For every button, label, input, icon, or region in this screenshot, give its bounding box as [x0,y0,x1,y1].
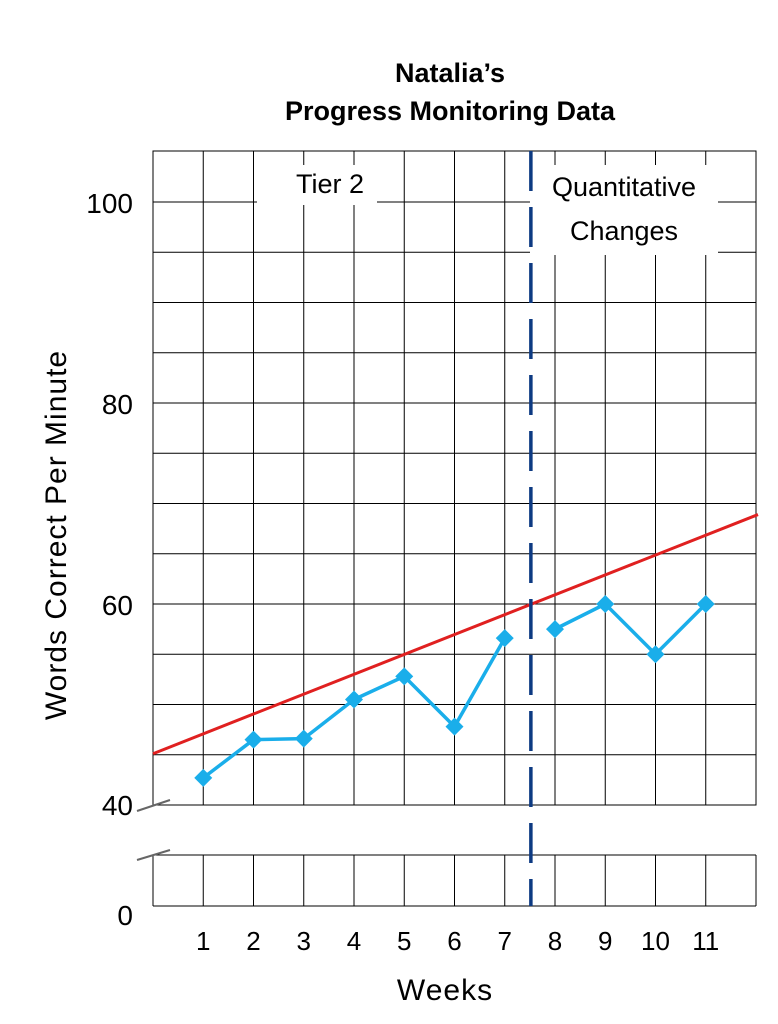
phase-label-quantitative: Quantitative [552,172,696,202]
x-tick-label: 7 [498,926,512,956]
y-tick-60: 60 [102,590,133,621]
data-point [596,595,615,613]
x-tick-label: 6 [447,926,461,956]
data-point [546,620,564,639]
quant-label-bg [530,165,718,255]
tier2-label-bg [257,165,377,205]
x-tick-labels: 1 2 3 4 5 6 7 8 9 10 11 [196,926,719,956]
series-line-quantitative [554,602,707,656]
lower-grid [152,854,757,907]
chart-title-line1: Natalia’s [395,58,505,88]
data-point [194,768,213,787]
goal-line [152,513,759,756]
x-tick-label: 9 [598,926,612,956]
x-axis-label: Weeks [397,974,493,1007]
x-tick-label: 10 [641,926,670,956]
phase-label-tier2: Tier 2 [296,169,364,199]
y-axis-label: Words Correct Per Minute [40,350,73,720]
x-tick-label: 11 [692,926,719,956]
y-tick-100: 100 [86,188,133,219]
data-point [495,629,514,648]
data-point [345,690,363,709]
x-tick-label: 8 [548,926,562,956]
phase-label-changes: Changes [570,216,678,246]
goal-line-group [152,513,759,756]
x-tick-label: 3 [297,926,311,956]
x-tick-label: 2 [246,926,260,956]
data-point [244,730,263,749]
x-tick-label: 1 [196,926,210,956]
axis-break-mark-lower [136,849,171,861]
data-point [395,667,414,686]
y-tick-0: 0 [117,900,133,931]
y-tick-40: 40 [102,790,133,821]
chart-title-line2: Progress Monitoring Data [285,96,616,126]
x-tick-label: 4 [347,926,361,956]
axis-break-mark-upper [136,799,171,812]
data-point [445,717,464,736]
data-point [696,595,715,613]
y-tick-80: 80 [102,389,133,420]
series-group [194,595,715,787]
x-tick-label: 5 [397,926,411,956]
data-point [646,645,665,664]
data-point [294,729,313,748]
